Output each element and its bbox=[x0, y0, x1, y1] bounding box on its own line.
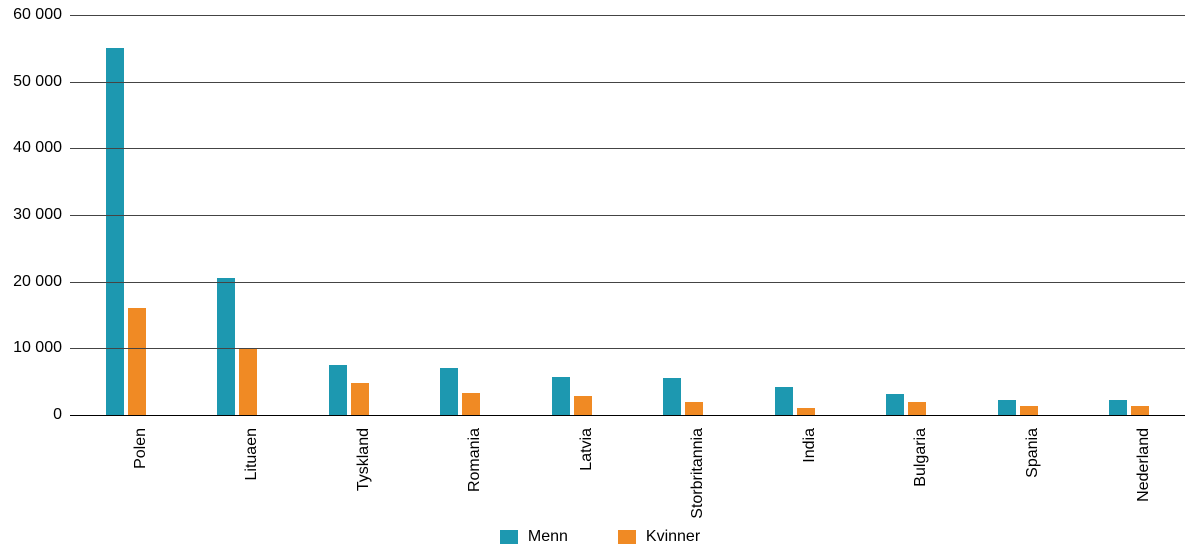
x-tick-label: India bbox=[801, 428, 819, 463]
y-tick-label: 20 000 bbox=[2, 273, 62, 291]
bar bbox=[886, 394, 904, 415]
x-tick-label: Lituaen bbox=[243, 428, 261, 481]
bar bbox=[552, 377, 570, 415]
y-tick-label: 50 000 bbox=[2, 73, 62, 91]
y-tick-label: 0 bbox=[2, 406, 62, 424]
y-tick-label: 60 000 bbox=[2, 6, 62, 24]
legend-item: Kvinner bbox=[618, 528, 700, 546]
bar bbox=[440, 368, 458, 415]
bar bbox=[329, 365, 347, 415]
legend: Menn Kvinner bbox=[0, 528, 1200, 549]
bar bbox=[775, 387, 793, 415]
legend-swatch bbox=[500, 530, 518, 544]
bar bbox=[462, 393, 480, 415]
x-tick-label: Polen bbox=[132, 428, 150, 469]
x-tick-label: Tyskland bbox=[355, 428, 373, 491]
x-tick-label: Romania bbox=[466, 428, 484, 492]
bar bbox=[1109, 400, 1127, 415]
bar bbox=[685, 402, 703, 415]
x-tick-label: Latvia bbox=[578, 428, 596, 471]
bar bbox=[998, 400, 1016, 415]
bar bbox=[574, 396, 592, 415]
x-tick-label: Bulgaria bbox=[912, 428, 930, 487]
x-tick-label: Storbritannia bbox=[689, 428, 707, 519]
bar bbox=[1131, 406, 1149, 415]
y-tick-label: 30 000 bbox=[2, 206, 62, 224]
gridline bbox=[70, 282, 1185, 283]
legend-item: Menn bbox=[500, 528, 568, 546]
bar bbox=[217, 278, 235, 415]
y-tick-label: 40 000 bbox=[2, 139, 62, 157]
bar bbox=[351, 383, 369, 415]
gridline bbox=[70, 148, 1185, 149]
bar bbox=[663, 378, 681, 415]
bar bbox=[1020, 406, 1038, 415]
legend-label: Kvinner bbox=[646, 528, 700, 546]
gridline bbox=[70, 15, 1185, 16]
bar bbox=[797, 408, 815, 415]
legend-label: Menn bbox=[528, 528, 568, 546]
gridline bbox=[70, 215, 1185, 216]
bar bbox=[106, 48, 124, 415]
legend-swatch bbox=[618, 530, 636, 544]
bar bbox=[128, 308, 146, 415]
gridline bbox=[70, 82, 1185, 83]
x-tick-label: Spania bbox=[1024, 428, 1042, 478]
bar bbox=[239, 348, 257, 415]
y-tick-label: 10 000 bbox=[2, 339, 62, 357]
bar bbox=[908, 402, 926, 415]
gridline bbox=[70, 348, 1185, 349]
x-tick-label: Nederland bbox=[1135, 428, 1153, 502]
bar-chart: Menn Kvinner 0 10 000 20 000 30 000 40 000 50 … bbox=[0, 0, 1200, 560]
plot-area bbox=[70, 15, 1185, 416]
